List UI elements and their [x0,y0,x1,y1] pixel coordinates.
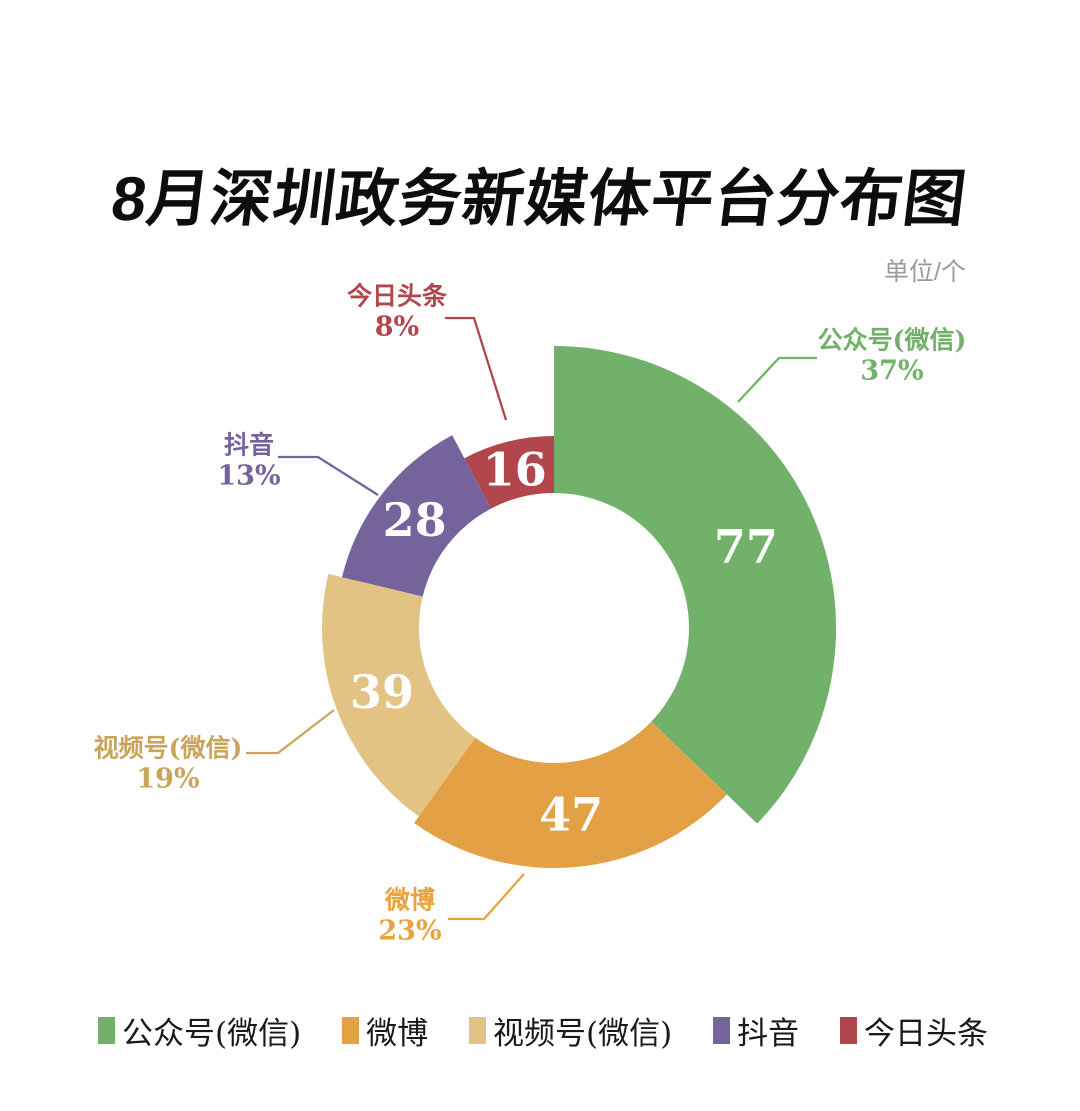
slice-value-label-2: 39 [350,665,414,719]
legend: 公众号(微信) 微博 视频号(微信) 抖音 今日头条 [98,1008,988,1053]
callout-percent: 37% [860,354,924,386]
legend-item-douyin[interactable]: 抖音 [713,1008,799,1053]
callout-name: 公众号(微信) [817,325,967,355]
legend-item-toutiao[interactable]: 今日头条 [839,1008,988,1053]
slice-value-label-4: 16 [483,442,547,496]
unit-label: 单位/个 [884,258,966,286]
legend-label: 公众号(微信) [122,1016,302,1052]
callout-percent: 13% [217,459,281,491]
slice-value-label-3: 28 [383,493,447,547]
legend-label: 视频号(微信) [492,1016,673,1052]
callout-line-2 [246,709,335,755]
legend-swatch-icon [839,1017,857,1044]
pie-slice-4[interactable] [464,436,554,509]
callout-label-toutiao: 今日头条 8% [347,281,447,342]
callout-name: 今日头条 [346,281,448,311]
legend-swatch-icon [468,1017,486,1044]
callout-percent: 19% [136,762,200,794]
legend-swatch-icon [98,1017,115,1044]
pie-slice-0[interactable] [554,346,837,824]
legend-label: 抖音 [737,1016,800,1052]
legend-swatch-icon [713,1017,731,1044]
callout-label-gongzhonghao-weixin: 公众号(微信) 37% [818,325,967,386]
callout-line-0 [737,356,817,403]
callout-percent: 23% [378,914,442,946]
callout-name: 视频号(微信) [93,733,243,763]
legend-swatch-icon [342,1017,360,1044]
legend-label: 微博 [366,1016,429,1052]
slice-value-label-1: 47 [539,788,603,842]
pie-slice-3[interactable] [342,435,491,597]
callout-line-3 [278,455,379,496]
pie-slice-1[interactable] [414,721,727,869]
legend-item-shipinhao-weixin[interactable]: 视频号(微信) [468,1008,673,1053]
legend-item-gongzhonghao-weixin[interactable]: 公众号(微信) [98,1008,301,1053]
legend-item-weibo[interactable]: 微博 [342,1008,428,1053]
callout-label-weibo: 微博 23% [378,885,441,946]
callout-label-shipinhao-weixin: 视频号(微信) 19% [94,733,243,794]
callout-name: 微博 [384,885,436,915]
callout-line-4 [445,316,508,421]
slice-value-label-0: 77 [714,519,778,573]
callout-name: 抖音 [223,430,275,460]
callout-line-1 [448,873,525,921]
callout-label-douyin: 抖音 13% [217,430,280,491]
legend-label: 今日头条 [863,1016,988,1052]
pie-slice-2[interactable] [322,573,476,817]
callout-percent: 8% [374,310,420,342]
